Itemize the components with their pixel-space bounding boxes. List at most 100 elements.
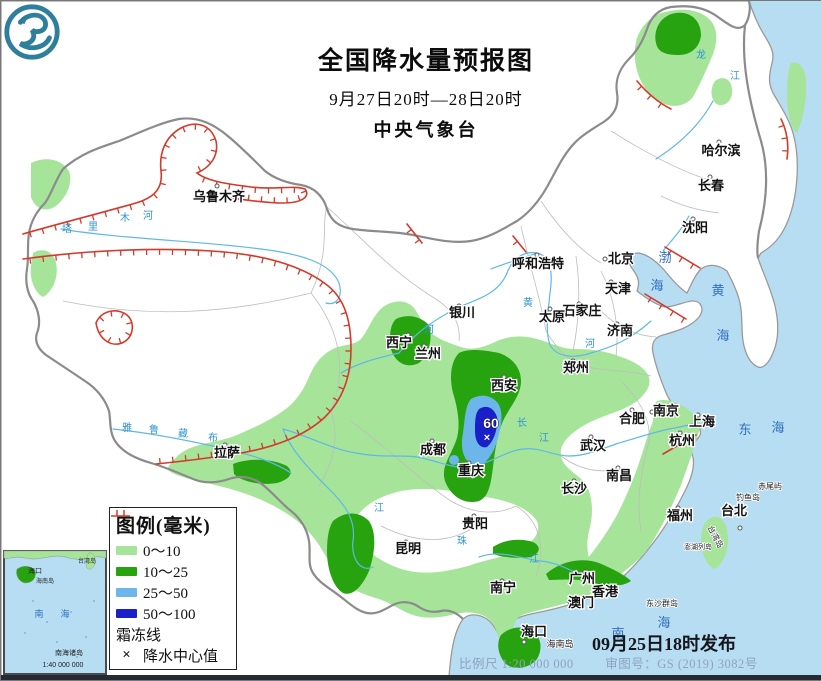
frost-tick xyxy=(30,258,31,263)
frost-tick xyxy=(111,311,112,316)
sea-name-label: 东 xyxy=(738,422,751,437)
map-meta: 比例尺 1:20 000 000 审图号：GS (2019) 3082号 xyxy=(459,653,819,672)
city-label: 北京 xyxy=(608,251,634,266)
frost-tick xyxy=(237,253,238,258)
frost-tick xyxy=(161,157,166,158)
city-label: 乌鲁木齐 xyxy=(193,189,246,204)
legend-row: ×降水中心值 xyxy=(116,647,230,664)
precip-center-value: 60 xyxy=(483,415,499,431)
frost-line-icon xyxy=(110,508,131,518)
legend-swatch xyxy=(116,588,137,597)
city-label: 福州 xyxy=(666,508,693,523)
river-name-label: 江 xyxy=(529,553,539,565)
map-header: 全国降水量预报图 9月27日20时—28日20时 中央气象台 xyxy=(256,41,596,142)
island-label: 东沙群岛 xyxy=(646,598,678,608)
legend-label: 25～50 xyxy=(143,582,188,603)
frost-tick xyxy=(345,363,350,364)
city-label: 哈尔滨 xyxy=(701,143,740,158)
city-label: 香港 xyxy=(591,584,619,599)
river-name-label: 木 xyxy=(120,212,130,224)
city-label: 南昌 xyxy=(606,468,632,483)
inset-label: 南 xyxy=(34,608,43,619)
legend-label: 0～10 xyxy=(143,540,181,561)
island-label: 赤尾屿 xyxy=(758,482,782,491)
city-dot xyxy=(215,184,219,188)
legend-label: 霜冻线 xyxy=(116,624,161,645)
legend-swatch xyxy=(116,546,137,555)
sea-name-label: 海 xyxy=(716,328,729,343)
city-label: 成都 xyxy=(420,442,446,457)
frost-tick xyxy=(782,138,787,139)
inset-label: 海 xyxy=(60,608,69,619)
city-dot xyxy=(738,526,742,530)
frost-tick xyxy=(185,455,186,460)
legend-label: 10～25 xyxy=(143,561,188,582)
city-label: 昆明 xyxy=(395,541,421,556)
city-label: 长沙 xyxy=(561,481,587,496)
agency-name: 中央气象台 xyxy=(256,116,596,142)
legend-row: 50～100 xyxy=(116,605,230,622)
city-label: 南宁 xyxy=(490,580,516,595)
inset-label: 海口 xyxy=(28,566,42,575)
legend-swatch xyxy=(116,609,137,618)
frost-tick xyxy=(56,255,57,260)
city-label: 澳门 xyxy=(568,595,594,610)
precip-center-mark: × xyxy=(484,432,490,444)
sea-name-label: 海 xyxy=(657,615,670,630)
city-label: 贵阳 xyxy=(462,516,488,531)
map-approval-number: 审图号：GS (2019) 3082号 xyxy=(605,657,758,671)
city-dot xyxy=(603,257,607,261)
inset-label: 1:40 000 000 xyxy=(43,662,84,669)
city-label: 杭州 xyxy=(669,433,695,448)
frost-tick xyxy=(261,196,262,201)
river-name-label: 河 xyxy=(143,210,153,222)
forecast-period: 9月27日20时—28日20时 xyxy=(256,85,596,110)
river-name-label: 雅 xyxy=(122,421,132,434)
frost-tick xyxy=(198,454,199,459)
legend-row: 10～25 xyxy=(116,563,230,580)
sea-name-label: 渤 xyxy=(658,250,671,265)
map-scale: 比例尺 1:20 000 000 xyxy=(459,657,574,671)
legend-row: 霜冻线 xyxy=(116,626,230,643)
sea-name-label: 黄 xyxy=(711,283,724,298)
river-name-label: 龙 xyxy=(696,48,706,61)
river-name-label: 布 xyxy=(208,432,218,444)
sea-name-label: 海 xyxy=(771,420,784,435)
legend-label: 降水中心值 xyxy=(143,645,218,666)
legend-row: 0～10 xyxy=(116,542,230,559)
city-label: 石家庄 xyxy=(561,303,601,318)
frost-tick xyxy=(172,457,173,462)
river-name-label: 长 xyxy=(517,417,527,429)
city-label: 南京 xyxy=(653,403,679,418)
city-label: 沈阳 xyxy=(682,220,708,235)
city-label: 上海 xyxy=(689,414,715,429)
legend-row: 25～50 xyxy=(116,584,230,601)
river-name-label: 珠 xyxy=(457,534,467,547)
inset-label: 南海诸岛 xyxy=(55,648,83,657)
river-name-label: 江 xyxy=(539,432,549,444)
city-label: 长春 xyxy=(698,178,725,193)
city-label: 武汉 xyxy=(580,438,607,453)
city-label: 天津 xyxy=(605,281,631,296)
river-name-label: 塔 xyxy=(62,222,72,235)
island-label: 澎湖列岛 xyxy=(684,542,712,551)
city-label: 西宁 xyxy=(386,335,412,350)
city-label: 拉萨 xyxy=(214,445,240,460)
river-name-label: 鲁 xyxy=(149,423,159,436)
bottom-frame xyxy=(1,675,821,680)
frost-tick xyxy=(249,255,250,260)
frost-tick xyxy=(211,452,212,457)
river-name-label: 里 xyxy=(88,221,98,233)
frost-tick xyxy=(160,458,161,463)
city-label: 西安 xyxy=(491,378,517,393)
frost-tick xyxy=(224,252,225,257)
sea-name-label: 海 xyxy=(650,278,663,293)
inset-label: 台湾岛 xyxy=(78,557,96,565)
river-name-label: 江 xyxy=(374,502,384,514)
inset-label: 海南岛 xyxy=(36,577,54,585)
legend-title: 图例(毫米) xyxy=(116,511,230,538)
